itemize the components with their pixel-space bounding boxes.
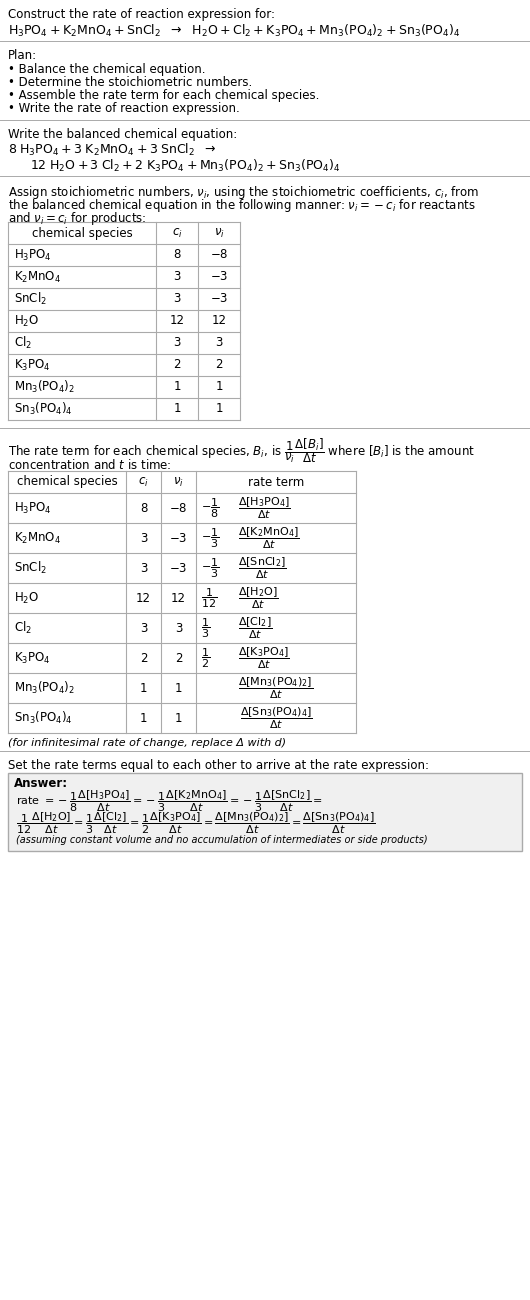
Text: $\dfrac{\Delta[\mathregular{K_2MnO_4}]}{\Delta t}$: $\dfrac{\Delta[\mathregular{K_2MnO_4}]}{…: [238, 525, 299, 551]
Text: $\mathregular{H_2O}$: $\mathregular{H_2O}$: [14, 313, 39, 329]
Text: $\dfrac{\Delta[\mathregular{Mn_3(PO_4)_2}]}{\Delta t}$: $\dfrac{\Delta[\mathregular{Mn_3(PO_4)_2…: [238, 675, 314, 701]
Text: 8: 8: [173, 248, 181, 261]
Text: (assuming constant volume and no accumulation of intermediates or side products): (assuming constant volume and no accumul…: [16, 835, 428, 845]
Text: 8: 8: [140, 502, 147, 515]
Text: 12: 12: [136, 592, 151, 604]
Text: 3: 3: [140, 621, 147, 634]
Text: Write the balanced chemical equation:: Write the balanced chemical equation:: [8, 127, 237, 140]
Text: $\mathregular{Mn_3(PO_4)_2}$: $\mathregular{Mn_3(PO_4)_2}$: [14, 680, 75, 696]
Text: $\mathregular{Sn_3(PO_4)_4}$: $\mathregular{Sn_3(PO_4)_4}$: [14, 400, 73, 417]
Text: 1: 1: [173, 403, 181, 416]
Text: $\mathregular{Mn_3(PO_4)_2}$: $\mathregular{Mn_3(PO_4)_2}$: [14, 380, 75, 395]
Text: 1: 1: [175, 681, 182, 694]
Text: $c_i$: $c_i$: [138, 476, 149, 489]
Text: $-\dfrac{1}{3}$: $-\dfrac{1}{3}$: [201, 556, 219, 580]
Text: 12: 12: [171, 592, 186, 604]
Text: 3: 3: [173, 337, 181, 350]
Text: 1: 1: [215, 381, 223, 394]
Text: $\dfrac{\Delta[\mathregular{Sn_3(PO_4)_4}]}{\Delta t}$: $\dfrac{\Delta[\mathregular{Sn_3(PO_4)_4…: [240, 706, 312, 731]
Text: $-\dfrac{1}{3}$: $-\dfrac{1}{3}$: [201, 526, 219, 550]
Text: $\dfrac{1}{2}$: $\dfrac{1}{2}$: [201, 646, 210, 670]
Text: (for infinitesimal rate of change, replace Δ with d): (for infinitesimal rate of change, repla…: [8, 738, 286, 748]
Text: $\mathregular{H_3PO_4}$: $\mathregular{H_3PO_4}$: [14, 247, 52, 263]
Text: 1: 1: [175, 711, 182, 724]
Text: The rate term for each chemical species, $B_i$, is $\dfrac{1}{\nu_i}\dfrac{\Delt: The rate term for each chemical species,…: [8, 436, 475, 465]
Text: Construct the rate of reaction expression for:: Construct the rate of reaction expressio…: [8, 8, 275, 21]
Text: $-3$: $-3$: [210, 270, 228, 283]
Text: $\mathregular{H_3PO_4}$: $\mathregular{H_3PO_4}$: [14, 500, 52, 516]
Text: $\dfrac{1}{12}$: $\dfrac{1}{12}$: [201, 586, 217, 610]
Text: $\mathregular{Sn_3(PO_4)_4}$: $\mathregular{Sn_3(PO_4)_4}$: [14, 710, 73, 725]
Text: • Balance the chemical equation.: • Balance the chemical equation.: [8, 62, 206, 75]
Text: chemical species: chemical species: [32, 226, 132, 239]
Text: rate term: rate term: [248, 476, 304, 489]
Text: $\dfrac{1}{3}$: $\dfrac{1}{3}$: [201, 616, 210, 640]
Text: the balanced chemical equation in the following manner: $\nu_i = -c_i$ for react: the balanced chemical equation in the fo…: [8, 198, 476, 214]
Text: $\mathregular{SnCl_2}$: $\mathregular{SnCl_2}$: [14, 560, 47, 576]
Text: Answer:: Answer:: [14, 777, 68, 790]
Text: 2: 2: [175, 651, 182, 664]
Text: $\mathregular{H_3PO_4 + K_2MnO_4 + SnCl_2}$  $\rightarrow$  $\mathregular{H_2O +: $\mathregular{H_3PO_4 + K_2MnO_4 + SnCl_…: [8, 23, 461, 39]
Text: Assign stoichiometric numbers, $\nu_i$, using the stoichiometric coefficients, $: Assign stoichiometric numbers, $\nu_i$, …: [8, 185, 479, 202]
Text: $\mathregular{Cl_2}$: $\mathregular{Cl_2}$: [14, 620, 32, 636]
Text: chemical species: chemical species: [16, 476, 117, 489]
Text: $\mathregular{K_3PO_4}$: $\mathregular{K_3PO_4}$: [14, 650, 51, 666]
Text: 1: 1: [215, 403, 223, 416]
Text: $\mathregular{12\;H_2O + 3\;Cl_2 + 2\;K_3PO_4 + Mn_3(PO_4)_2 + Sn_3(PO_4)_4}$: $\mathregular{12\;H_2O + 3\;Cl_2 + 2\;K_…: [30, 159, 341, 174]
Text: $-3$: $-3$: [210, 292, 228, 306]
Text: • Determine the stoichiometric numbers.: • Determine the stoichiometric numbers.: [8, 75, 252, 88]
Text: $\mathregular{H_2O}$: $\mathregular{H_2O}$: [14, 590, 39, 606]
Text: concentration and $t$ is time:: concentration and $t$ is time:: [8, 458, 172, 472]
Text: $\nu_i$: $\nu_i$: [214, 226, 224, 239]
Bar: [8, 774, 522, 852]
Text: $-\dfrac{1}{8}$: $-\dfrac{1}{8}$: [201, 497, 219, 520]
Text: 3: 3: [140, 562, 147, 575]
Text: 12: 12: [211, 315, 226, 328]
Text: 2: 2: [173, 359, 181, 372]
Text: $\mathregular{Cl_2}$: $\mathregular{Cl_2}$: [14, 335, 32, 351]
Text: $\nu_i$: $\nu_i$: [173, 476, 184, 489]
Text: $\dfrac{\Delta[\mathregular{SnCl_2}]}{\Delta t}$: $\dfrac{\Delta[\mathregular{SnCl_2}]}{\D…: [238, 555, 287, 581]
Text: $-8$: $-8$: [169, 502, 188, 515]
Text: $\dfrac{1}{12}\dfrac{\Delta[\mathregular{H_2O}]}{\Delta t}$$ = \dfrac{1}{3}\dfra: $\dfrac{1}{12}\dfrac{\Delta[\mathregular…: [16, 811, 376, 836]
Text: $\dfrac{\Delta[\mathregular{Cl_2}]}{\Delta t}$: $\dfrac{\Delta[\mathregular{Cl_2}]}{\Del…: [238, 615, 272, 641]
Text: • Write the rate of reaction expression.: • Write the rate of reaction expression.: [8, 101, 240, 114]
Text: $\mathregular{8\;H_3PO_4 + 3\;K_2MnO_4 + 3\;SnCl_2}$  $\rightarrow$: $\mathregular{8\;H_3PO_4 + 3\;K_2MnO_4 +…: [8, 142, 217, 159]
Text: $-3$: $-3$: [170, 562, 188, 575]
Text: 3: 3: [173, 292, 181, 306]
Text: 1: 1: [173, 381, 181, 394]
Text: 3: 3: [140, 532, 147, 545]
Text: $\dfrac{\Delta[\mathregular{H_2O}]}{\Delta t}$: $\dfrac{\Delta[\mathregular{H_2O}]}{\Del…: [238, 585, 279, 611]
Text: $-3$: $-3$: [170, 532, 188, 545]
Text: $\mathregular{SnCl_2}$: $\mathregular{SnCl_2}$: [14, 291, 47, 307]
Text: $\mathregular{K_2MnO_4}$: $\mathregular{K_2MnO_4}$: [14, 530, 61, 546]
Text: 2: 2: [140, 651, 147, 664]
Text: 1: 1: [140, 711, 147, 724]
Text: $c_i$: $c_i$: [172, 226, 182, 239]
Text: $-8$: $-8$: [210, 248, 228, 261]
Text: 12: 12: [170, 315, 184, 328]
Text: and $\nu_i = c_i$ for products:: and $\nu_i = c_i$ for products:: [8, 211, 146, 227]
Text: rate $= -\dfrac{1}{8}\dfrac{\Delta[\mathregular{H_3PO_4}]}{\Delta t}$$ = -\dfrac: rate $= -\dfrac{1}{8}\dfrac{\Delta[\math…: [16, 789, 323, 815]
Text: $\mathregular{K_2MnO_4}$: $\mathregular{K_2MnO_4}$: [14, 269, 61, 285]
Text: $\dfrac{\Delta[\mathregular{K_3PO_4}]}{\Delta t}$: $\dfrac{\Delta[\mathregular{K_3PO_4}]}{\…: [238, 645, 290, 671]
Text: 2: 2: [215, 359, 223, 372]
Text: • Assemble the rate term for each chemical species.: • Assemble the rate term for each chemic…: [8, 88, 320, 101]
Text: 3: 3: [173, 270, 181, 283]
Text: 3: 3: [175, 621, 182, 634]
Text: $\dfrac{\Delta[\mathregular{H_3PO_4}]}{\Delta t}$: $\dfrac{\Delta[\mathregular{H_3PO_4}]}{\…: [238, 495, 291, 521]
Text: Set the rate terms equal to each other to arrive at the rate expression:: Set the rate terms equal to each other t…: [8, 759, 429, 772]
Text: $\mathregular{K_3PO_4}$: $\mathregular{K_3PO_4}$: [14, 358, 51, 373]
Text: Plan:: Plan:: [8, 49, 37, 62]
Text: 1: 1: [140, 681, 147, 694]
Text: 3: 3: [215, 337, 223, 350]
